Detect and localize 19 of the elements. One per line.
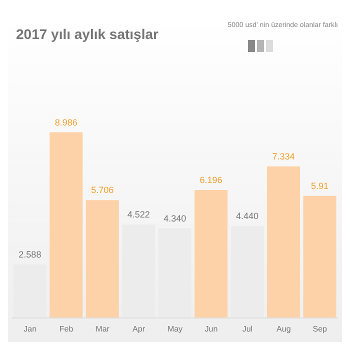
data-label: 5.706	[91, 185, 114, 196]
x-tick-label: Jan	[24, 324, 37, 334]
x-tick-label: Aug	[276, 324, 291, 334]
data-label: 8.986	[54, 117, 78, 128]
x-tick-label: Jun	[204, 324, 218, 334]
x-tick-label: Jul	[242, 324, 253, 334]
x-tick-label: Apr	[132, 324, 146, 334]
data-label: 7.334	[272, 151, 295, 162]
x-tick-label: Feb	[59, 324, 74, 334]
x-tick-label: May	[167, 324, 183, 334]
data-label: 6.196	[200, 174, 222, 185]
data-label: 2.588	[18, 250, 42, 260]
data-label: 4.522	[127, 210, 150, 220]
x-tick-label: Sep	[312, 324, 328, 334]
data-label: 5.91	[310, 180, 328, 191]
chart-title: 2017 yılı aylık satışlar	[16, 26, 158, 42]
data-label: 4.340	[164, 213, 186, 224]
x-tick-label: Mar	[96, 324, 110, 334]
data-label: 4.440	[236, 211, 259, 222]
